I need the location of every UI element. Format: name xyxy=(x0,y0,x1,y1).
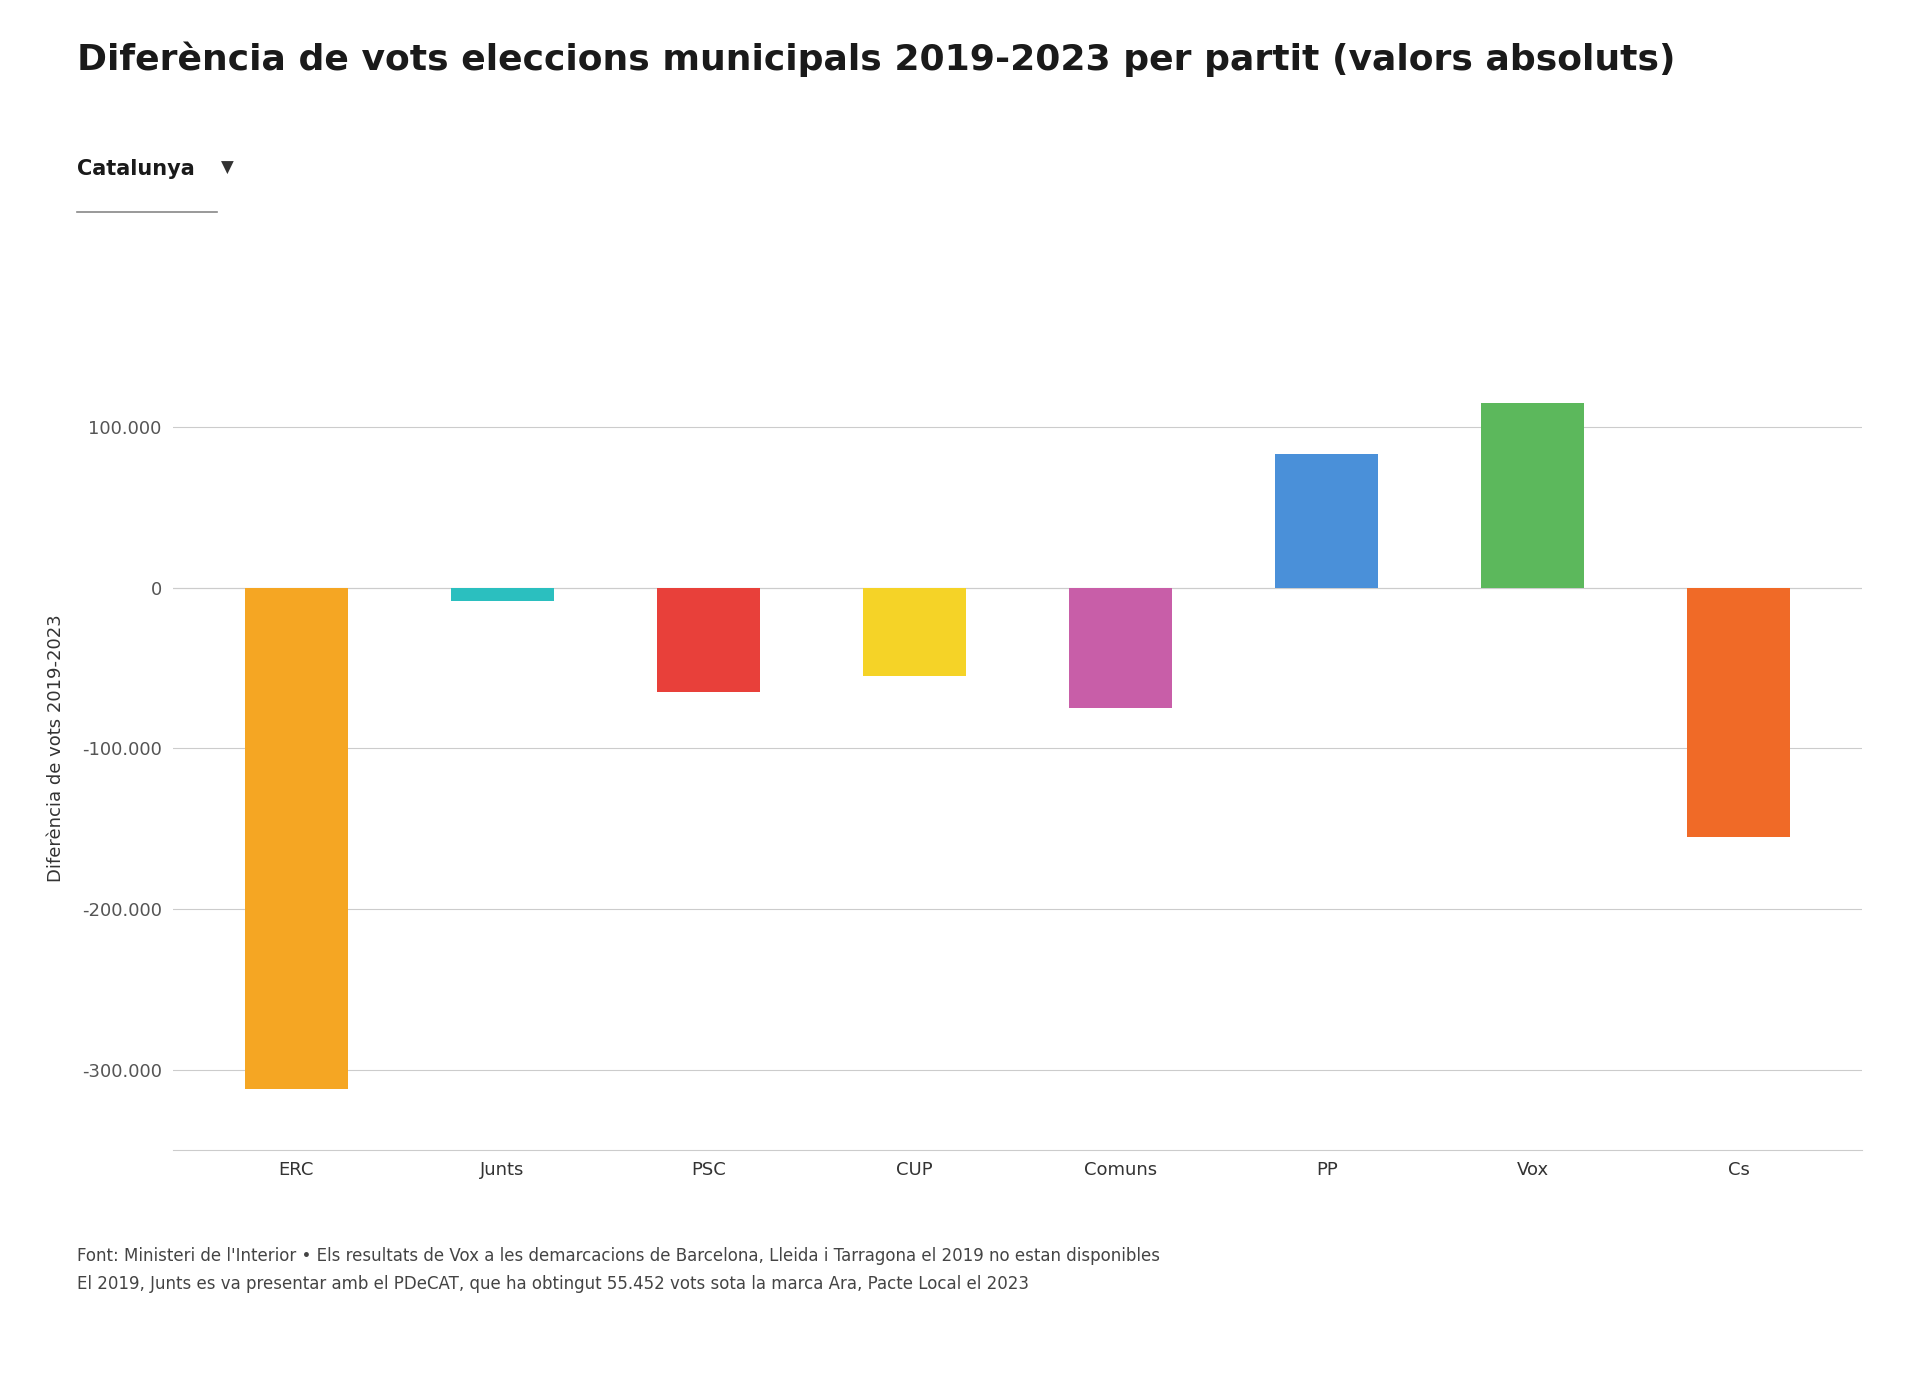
Y-axis label: Diferència de vots 2019-2023: Diferència de vots 2019-2023 xyxy=(46,614,65,883)
Bar xyxy=(451,588,555,600)
Bar xyxy=(864,588,966,676)
Bar xyxy=(1480,403,1584,588)
Text: Font: Ministeri de l'Interior • Els resultats de Vox a les demarcacions de Barce: Font: Ministeri de l'Interior • Els resu… xyxy=(77,1247,1160,1293)
Bar xyxy=(246,588,348,1089)
Text: Diferència de vots eleccions municipals 2019-2023 per partit (valors absoluts): Diferència de vots eleccions municipals … xyxy=(77,42,1676,78)
Text: Catalunya: Catalunya xyxy=(77,159,194,179)
Text: ▼: ▼ xyxy=(221,159,234,177)
Bar xyxy=(1069,588,1171,708)
Bar xyxy=(657,588,760,692)
Bar xyxy=(1275,455,1379,588)
Bar xyxy=(1688,588,1789,837)
